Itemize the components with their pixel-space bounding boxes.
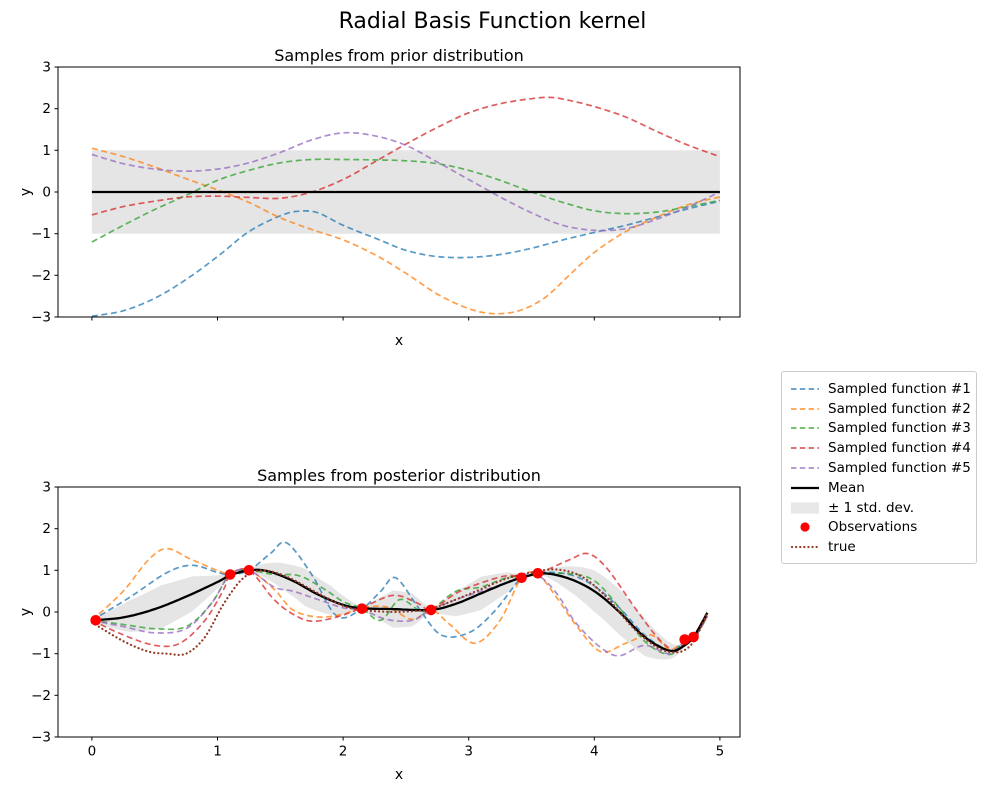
observation-point — [532, 568, 544, 579]
observation-point — [679, 634, 690, 645]
observation-point — [90, 615, 101, 626]
legend-item-sampled-function-1: Sampled function #1 — [790, 379, 971, 399]
legend-item-sampled-function-2: Sampled function #2 — [790, 399, 971, 419]
x-tick-label: 2 — [339, 744, 348, 760]
prior-plot-title: Samples from prior distribution — [274, 46, 524, 65]
solid-swatch-icon — [791, 486, 819, 490]
legend-item-sampled-function-4: Sampled function #4 — [790, 438, 971, 458]
legend-label: Sampled function #4 — [828, 440, 971, 457]
sampled-function-2-curve — [91, 547, 709, 654]
observation-point — [516, 572, 527, 584]
legend-label: Sampled function #5 — [828, 460, 971, 477]
x-tick-label: 5 — [716, 744, 725, 760]
dashed-swatch-icon — [791, 447, 819, 450]
legend-label: ± 1 std. dev. — [828, 499, 915, 516]
dotted-swatch-icon — [790, 546, 820, 549]
posterior-plot-title: Samples from posterior distribution — [257, 466, 541, 485]
prior-plot: 3 2 1 0 −1 −2 −3 — [31, 60, 741, 326]
sampled-function-4-curve — [91, 96, 721, 216]
x-tick-label: 1 — [213, 744, 222, 760]
x-tick-label: 0 — [88, 744, 97, 760]
posterior-xlabel: x — [394, 767, 404, 783]
legend-item-sampled-function-3: Sampled function #3 — [790, 419, 971, 439]
y-tick-label: 0 — [42, 185, 51, 201]
sampled-function-2-curve — [91, 147, 721, 315]
y-tick-label: −2 — [31, 268, 51, 284]
legend-box: Sampled function #1 Sampled function #2 Sa… — [781, 371, 977, 564]
dashed-swatch-icon — [791, 467, 819, 469]
observation-point — [356, 603, 368, 614]
y-tick-label: 3 — [42, 60, 51, 76]
patch-swatch-icon — [791, 502, 819, 514]
plot-area — [91, 96, 721, 317]
observation-point — [243, 565, 255, 576]
y-tick-label: 1 — [42, 563, 51, 579]
true-curve — [90, 568, 709, 657]
sampled-function-5-curve — [91, 131, 721, 232]
sampled-function-3-curve — [91, 158, 721, 243]
legend-label: true — [828, 539, 856, 556]
x-tick-label: 4 — [590, 744, 599, 760]
posterior-plot: 0 1 2 3 4 5 3 2 1 0 −1 −2 −3 — [31, 480, 741, 760]
y-tick-label: −1 — [31, 646, 51, 662]
y-tick-label: −3 — [31, 730, 51, 746]
legend-item-1-std-dev: ± 1 std. dev. — [790, 498, 968, 518]
y-tick-label: 0 — [42, 605, 51, 621]
posterior-ylabel: y — [18, 607, 34, 617]
legend-label: Sampled function #1 — [828, 380, 971, 397]
legend-label: Observations — [828, 519, 918, 536]
dashed-swatch-icon — [791, 407, 819, 410]
legend-label: Sampled function #3 — [828, 420, 971, 437]
legend-label: Sampled function #2 — [828, 400, 971, 417]
sampled-function-1-curve — [91, 541, 709, 652]
y-tick-label: −1 — [31, 226, 51, 242]
legend-label: Mean — [828, 479, 865, 496]
x-tick-label: 3 — [464, 744, 473, 760]
y-tick-label: 3 — [42, 480, 51, 496]
sampled-function-5-curve — [91, 568, 709, 657]
legend-item-mean: Mean — [790, 478, 968, 498]
y-tick-label: 2 — [42, 101, 51, 117]
dashed-swatch-icon — [791, 427, 819, 430]
legend-item-sampled-function-5: Sampled function #5 — [790, 458, 971, 478]
dot-swatch-icon — [800, 522, 810, 533]
sampled-function-1-curve — [91, 200, 721, 317]
y-tick-label: 2 — [42, 521, 51, 537]
y-tick-label: −2 — [31, 688, 51, 704]
figure-title: Radial Basis Function kernel — [338, 9, 647, 34]
observation-point — [688, 631, 699, 643]
legend-item-true: true — [790, 537, 968, 557]
prior-ylabel: y — [18, 187, 34, 197]
y-tick-label: −3 — [31, 310, 51, 326]
y-tick-label: 1 — [42, 143, 51, 159]
dashed-swatch-icon — [791, 388, 819, 390]
legend-item-observations: Observations — [790, 518, 968, 538]
observation-point — [224, 569, 236, 580]
observation-point — [425, 604, 437, 616]
plot-area — [90, 541, 709, 660]
prior-xlabel: x — [394, 333, 404, 349]
sampled-function-4-curve — [91, 552, 709, 653]
